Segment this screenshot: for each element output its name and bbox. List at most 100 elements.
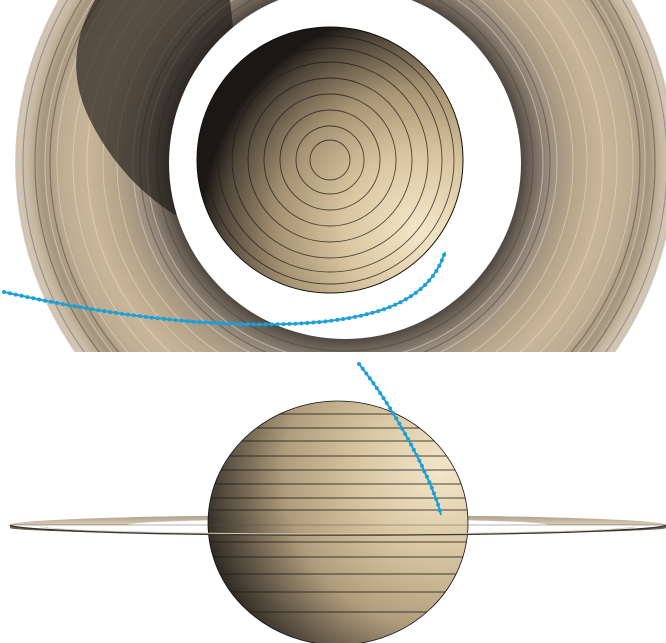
trajectory-dot	[367, 376, 372, 381]
trajectory-dot	[96, 308, 101, 313]
trajectory-dot	[391, 411, 396, 416]
trajectory-equatorial	[357, 362, 442, 516]
trajectory-dot	[397, 421, 402, 426]
trajectory-dot	[251, 322, 256, 327]
trajectory-dot	[155, 316, 160, 321]
trajectory-dot	[263, 322, 268, 327]
trajectory-dot	[374, 386, 379, 391]
trajectory-dot	[102, 309, 107, 314]
trajectory-dot	[364, 371, 369, 376]
trajectory-dot	[388, 406, 392, 411]
trajectory-dot	[257, 322, 262, 327]
trajectory-polar	[2, 251, 447, 327]
trajectory-dot	[173, 318, 178, 323]
trajectory-dot	[84, 306, 89, 311]
trajectory-dot	[54, 300, 59, 305]
trajectory-dot	[72, 304, 77, 309]
planet-polar	[196, 26, 464, 294]
trajectory-dot	[413, 290, 418, 295]
trajectory-dot	[167, 317, 172, 322]
trajectory-dot	[293, 321, 298, 326]
trajectory-dot	[245, 322, 250, 327]
trajectory-dot	[403, 432, 408, 436]
trajectory-dot	[43, 298, 48, 303]
trajectory-dot	[275, 322, 280, 327]
trajectory-dot	[161, 316, 166, 321]
trajectory-dot	[329, 318, 334, 323]
trajectory-dot	[394, 416, 399, 421]
trajectory-dot	[227, 321, 232, 326]
trajectory-dot	[233, 322, 238, 326]
trajectory-dot	[371, 381, 376, 386]
trajectory-dot	[108, 310, 113, 314]
trajectory-dot	[13, 292, 18, 297]
outer-ring-edge	[22, 0, 666, 352]
trajectory-dot	[424, 474, 429, 479]
trajectory-dot	[209, 320, 214, 325]
trajectory-dot	[120, 311, 124, 316]
trajectory-dot	[179, 318, 184, 323]
ring-front	[9, 524, 666, 536]
trajectory-dot	[429, 485, 434, 490]
trajectory-dot	[378, 391, 383, 396]
trajectory-dot	[25, 295, 30, 300]
trajectory-dot	[311, 320, 316, 325]
trajectory-dot	[436, 502, 441, 507]
trajectory-dot	[398, 300, 403, 305]
trajectory-dot	[31, 296, 36, 301]
trajectory-dot	[60, 302, 65, 307]
trajectory-dot	[357, 362, 361, 366]
trajectory-dot	[221, 321, 226, 326]
trajectory-dot	[299, 321, 304, 326]
trajectory-dot	[341, 317, 346, 321]
trajectory-dot	[419, 463, 424, 468]
trajectory-dot	[323, 319, 328, 324]
trajectory-dot	[78, 305, 83, 310]
trajectory-dot	[422, 469, 427, 474]
trajectory-dot	[387, 305, 392, 310]
trajectory-dot	[197, 320, 202, 325]
trajectory-dot	[417, 458, 422, 463]
trajectory-dot	[215, 321, 220, 326]
polar-view-panel	[2, 0, 666, 352]
trajectory-dot	[442, 252, 447, 257]
trajectory-dot	[269, 322, 274, 327]
trajectory-dot	[400, 426, 405, 431]
trajectory-dot	[434, 497, 439, 501]
trajectory-dot	[185, 319, 190, 324]
trajectory-dot	[149, 315, 154, 320]
trajectory-dot	[364, 312, 369, 317]
trajectory-dot	[37, 297, 42, 302]
trajectory-dot	[393, 302, 398, 307]
trajectory-dot	[376, 309, 381, 314]
trajectory-dot	[143, 314, 148, 319]
trajectory-dot	[114, 310, 118, 315]
trajectory-dot	[49, 299, 53, 304]
trajectory-dot	[347, 316, 352, 321]
trajectory-dot	[2, 290, 6, 294]
trajectory-dot	[317, 320, 322, 325]
trajectory-dot	[434, 269, 439, 273]
trajectory-dot	[335, 317, 340, 322]
trajectory-dot	[360, 366, 365, 371]
trajectory-dot	[239, 322, 244, 327]
trajectory-dot	[430, 274, 435, 278]
trajectory-dot	[437, 508, 442, 513]
trajectory-dot	[437, 263, 442, 268]
trajectory-dot	[305, 321, 310, 325]
trajectory-dot	[381, 396, 386, 401]
trajectory-dot	[353, 314, 357, 319]
trajectory-dot	[414, 453, 419, 458]
trajectory-dot	[191, 319, 196, 324]
trajectory-dot	[90, 307, 95, 312]
trajectory-dot	[427, 480, 432, 485]
trajectory-dot	[439, 258, 444, 263]
trajectory-dot	[411, 447, 416, 452]
trajectory-dot	[403, 297, 408, 302]
trajectory-dot	[358, 313, 363, 318]
trajectory-dot	[287, 321, 292, 326]
trajectory-dot	[131, 313, 136, 318]
trajectory-dot	[384, 401, 389, 406]
planet-equatorial	[207, 400, 469, 643]
trajectory-dot	[19, 293, 24, 298]
